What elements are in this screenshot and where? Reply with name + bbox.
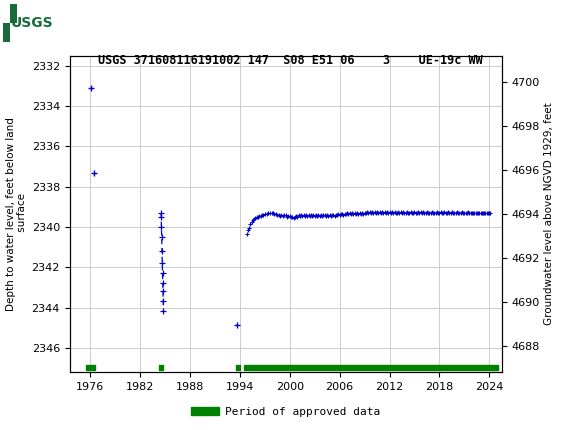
Text: USGS 371608116191002 147  S08 E51 06    3    UE-19c WW: USGS 371608116191002 147 S08 E51 06 3 UE…: [97, 54, 483, 67]
Legend: Period of approved data: Period of approved data: [187, 403, 385, 422]
Bar: [3, 22, 10, 42]
FancyBboxPatch shape: [3, 3, 61, 42]
Bar: [10, 3, 17, 22]
Text: USGS: USGS: [67, 14, 122, 31]
Y-axis label: Groundwater level above NGVD 1929, feet: Groundwater level above NGVD 1929, feet: [544, 102, 554, 326]
Y-axis label: Depth to water level, feet below land
 surface: Depth to water level, feet below land su…: [6, 117, 27, 311]
Text: USGS: USGS: [10, 15, 53, 30]
